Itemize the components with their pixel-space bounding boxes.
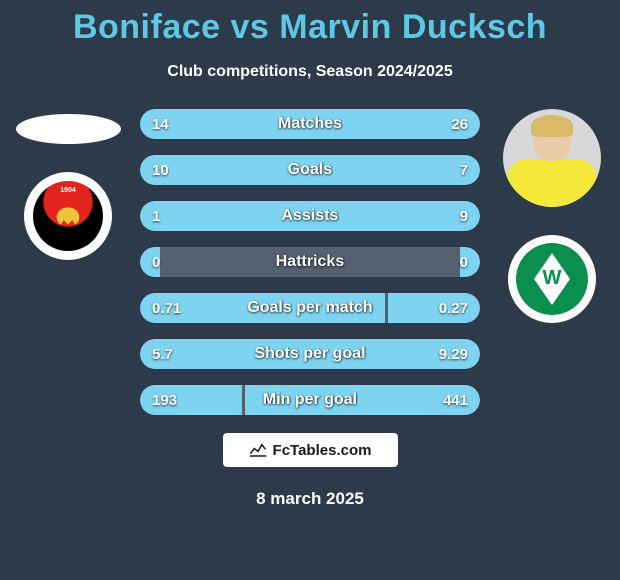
stat-label: Goals per match [140, 293, 480, 323]
right-player-column: W [492, 109, 612, 323]
werder-crest: W [516, 243, 588, 315]
stat-row: 00Hattricks [140, 247, 480, 277]
player1-avatar-placeholder [16, 114, 121, 144]
stat-label: Shots per goal [140, 339, 480, 369]
lion-icon [51, 199, 85, 233]
footer-brand-badge: FcTables.com [223, 433, 398, 467]
stat-row: 1426Matches [140, 109, 480, 139]
werder-w-letter: W [543, 267, 562, 290]
subtitle: Club competitions, Season 2024/2025 [0, 63, 620, 81]
club-badge-werder: W [508, 235, 596, 323]
werder-diamond-icon: W [534, 253, 570, 305]
content-region: 1904 W 1426Matches 107Goals 19Assists 00Hat… [0, 109, 620, 415]
stat-row: 193441Min per goal [140, 385, 480, 415]
comparison-title: Boniface vs Marvin Ducksch [0, 0, 620, 47]
leverkusen-crest: 1904 [33, 181, 103, 251]
stat-label: Goals [140, 155, 480, 185]
stat-row: 107Goals [140, 155, 480, 185]
chart-icon [249, 443, 267, 457]
footer-brand-text: FcTables.com [273, 442, 372, 459]
stat-label: Assists [140, 201, 480, 231]
player2-avatar [503, 109, 601, 207]
stats-table: 1426Matches 107Goals 19Assists 00Hattricks 0… [140, 109, 480, 415]
date-text: 8 march 2025 [0, 489, 620, 509]
left-player-column: 1904 [8, 109, 128, 260]
stat-label: Hattricks [140, 247, 480, 277]
club-badge-leverkusen: 1904 [24, 172, 112, 260]
player2-name: Marvin Ducksch [279, 8, 547, 46]
vs-text: vs [231, 8, 270, 46]
stat-label: Min per goal [140, 385, 480, 415]
stat-label: Matches [140, 109, 480, 139]
player1-name: Boniface [73, 8, 221, 46]
stat-row: 0.710.27Goals per match [140, 293, 480, 323]
leverkusen-year-text: 1904 [60, 187, 76, 194]
stat-row: 19Assists [140, 201, 480, 231]
stat-row: 5.79.29Shots per goal [140, 339, 480, 369]
